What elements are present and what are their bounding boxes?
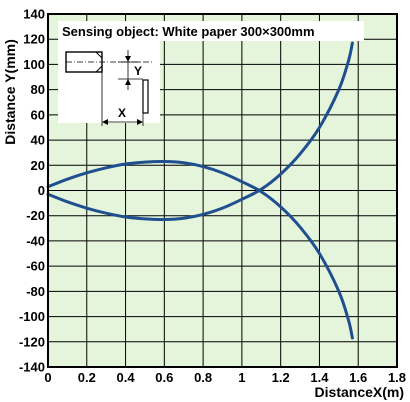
y-tick-label: 60 bbox=[31, 107, 45, 122]
x-tick-label: 0.6 bbox=[155, 370, 173, 385]
y-tick-label: -40 bbox=[26, 233, 45, 248]
x-tick-label: 1.4 bbox=[310, 370, 329, 385]
annotation-box bbox=[58, 21, 364, 41]
dim-label-x: X bbox=[118, 106, 126, 120]
dim-label-y: Y bbox=[134, 64, 142, 78]
x-tick-label: 1 bbox=[238, 370, 245, 385]
x-tick-label: 0.8 bbox=[194, 370, 212, 385]
y-tick-label: 40 bbox=[31, 133, 45, 148]
y-tick-label: 20 bbox=[31, 158, 45, 173]
series-line-1 bbox=[46, 159, 354, 340]
y-tick-label: -100 bbox=[19, 309, 45, 324]
y-tick-label: 80 bbox=[31, 82, 45, 97]
y-arrow-down bbox=[125, 56, 131, 62]
x-tick-labels: 0 0.2 0.4 0.6 0.8 1 1.2 1.4 1.6 1.8 bbox=[44, 370, 406, 385]
x-tick-label: 1.8 bbox=[388, 370, 406, 385]
y-arrow-up bbox=[125, 79, 131, 85]
y-tick-label: -20 bbox=[26, 208, 45, 223]
x-arrow-left bbox=[102, 119, 108, 125]
y-tick-label: -80 bbox=[26, 284, 45, 299]
sensing-target bbox=[142, 79, 149, 114]
y-tick-label: 140 bbox=[23, 7, 45, 22]
plot-frame bbox=[47, 13, 398, 368]
x-arrow-right bbox=[137, 119, 143, 125]
x-tick-label: 1.2 bbox=[272, 370, 290, 385]
x-tick-label: 0.2 bbox=[78, 370, 96, 385]
y-tick-label: -60 bbox=[26, 259, 45, 274]
series-line-2 bbox=[46, 41, 354, 222]
y-tick-label: 120 bbox=[23, 32, 45, 47]
sensor-diagram: Y X bbox=[58, 41, 160, 126]
annotation-text: Sensing object: White paper 300×300mm bbox=[62, 24, 315, 39]
y-tick-label: 100 bbox=[23, 57, 45, 72]
x-tick-label: 0 bbox=[44, 370, 51, 385]
y-tick-label: -140 bbox=[19, 360, 45, 375]
x-axis-title: DistanceX(m) bbox=[315, 384, 404, 400]
y-tick-label: -120 bbox=[19, 334, 45, 349]
x-tick-label: 0.4 bbox=[117, 370, 136, 385]
y-tick-label: 0 bbox=[38, 183, 45, 198]
y-axis-title: Distance Y(mm) bbox=[2, 39, 18, 145]
x-tick-label: 1.6 bbox=[349, 370, 367, 385]
y-tick-labels: -140 -120 -100 -80 -60 -40 -20 0 20 40 60 80 100 120 1… bbox=[19, 7, 45, 375]
series-group bbox=[46, 41, 354, 340]
